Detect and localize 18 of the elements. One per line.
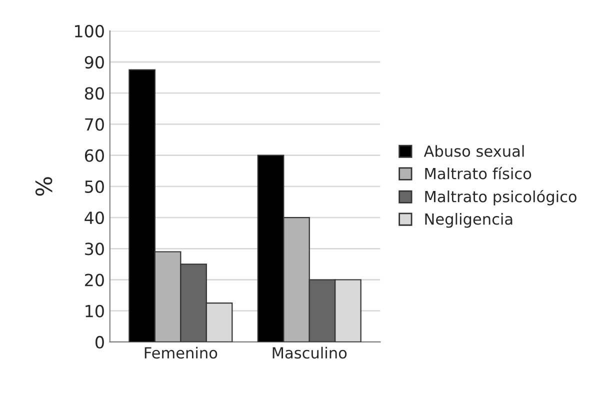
y-tick-label: 10 — [86, 304, 104, 318]
legend-label: Negligencia — [425, 212, 512, 228]
y-tick-label: 30 — [85, 242, 104, 256]
y-tick-label: 0 — [96, 336, 104, 349]
x-tick-label: Femenino — [144, 346, 218, 359]
y-tick-label: 20 — [85, 274, 104, 286]
x-tick-label: Masculino — [272, 346, 347, 359]
legend-label: Maltrato psicológico — [425, 190, 576, 206]
y-tick-label: 100 — [75, 24, 104, 38]
legend-label: Abuso sexual — [424, 145, 524, 157]
y-tick-label: 50 — [85, 180, 104, 193]
y-tick-label: 70 — [85, 118, 104, 131]
legend-label: Maltrato físico — [425, 166, 532, 180]
y-tick-label: 90 — [84, 56, 104, 69]
y-axis-title: % — [35, 177, 52, 196]
y-tick-label: 80 — [84, 87, 104, 100]
y-tick-label: 60 — [84, 149, 104, 162]
y-tick-label: 40 — [84, 212, 104, 224]
